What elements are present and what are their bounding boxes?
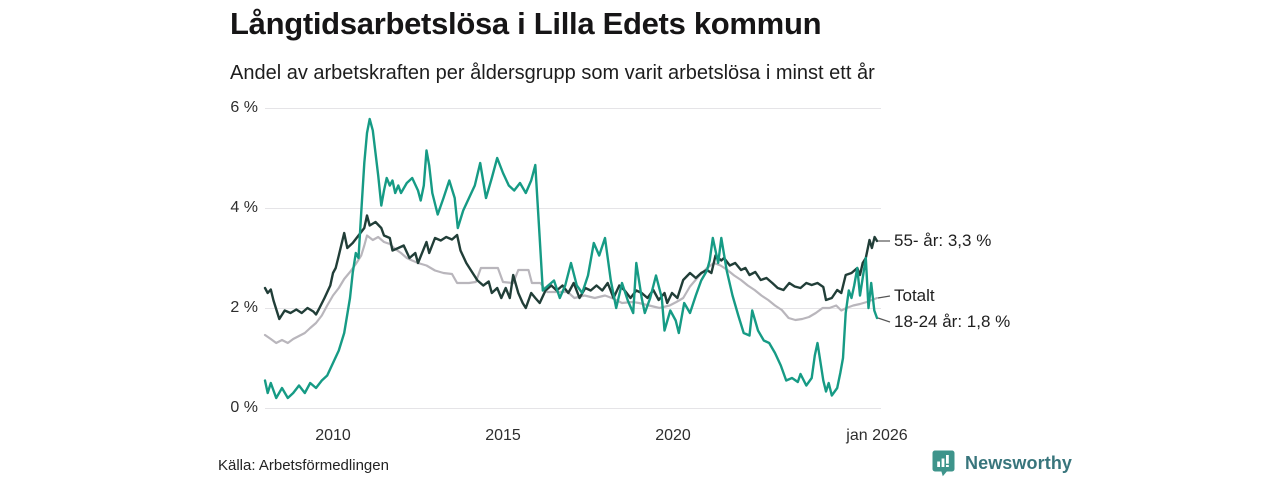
x-tick-label: 2015 xyxy=(485,427,521,444)
chart-subtitle: Andel av arbetskraften per åldersgrupp s… xyxy=(230,62,875,84)
gridline-6 xyxy=(265,108,881,109)
y-tick-label: 4 % xyxy=(230,199,258,216)
label-connector xyxy=(877,317,891,323)
chart-title: Långtidsarbetslösa i Lilla Edets kommun xyxy=(230,6,822,41)
newsworthy-logo-text: Newsworthy xyxy=(965,453,1073,473)
newsworthy-logo[interactable]: Newsworthy xyxy=(932,450,1072,477)
source-note: Källa: Arbetsförmedlingen xyxy=(218,457,389,474)
line-55-r xyxy=(263,214,879,321)
series-end-label-18-24: 18-24 år: 1,8 % xyxy=(894,312,1011,331)
x-tick-label: 2020 xyxy=(655,427,691,444)
gridline-2 xyxy=(265,308,881,309)
gridline-4 xyxy=(265,208,881,209)
x-tick-label: jan 2026 xyxy=(846,427,908,444)
x-tick-label: 2010 xyxy=(315,427,351,444)
newsworthy-badge-icon xyxy=(932,450,955,477)
series-end-label-55: 55- år: 3,3 % xyxy=(894,231,992,250)
line-18-24-r xyxy=(263,117,879,400)
y-tick-label: 6 % xyxy=(230,99,258,116)
label-connector xyxy=(877,295,891,299)
gridline-0 xyxy=(265,408,881,409)
y-tick-label: 2 % xyxy=(230,299,258,316)
y-tick-label: 0 % xyxy=(230,399,258,416)
series-end-label-totalt: Totalt xyxy=(894,286,935,305)
